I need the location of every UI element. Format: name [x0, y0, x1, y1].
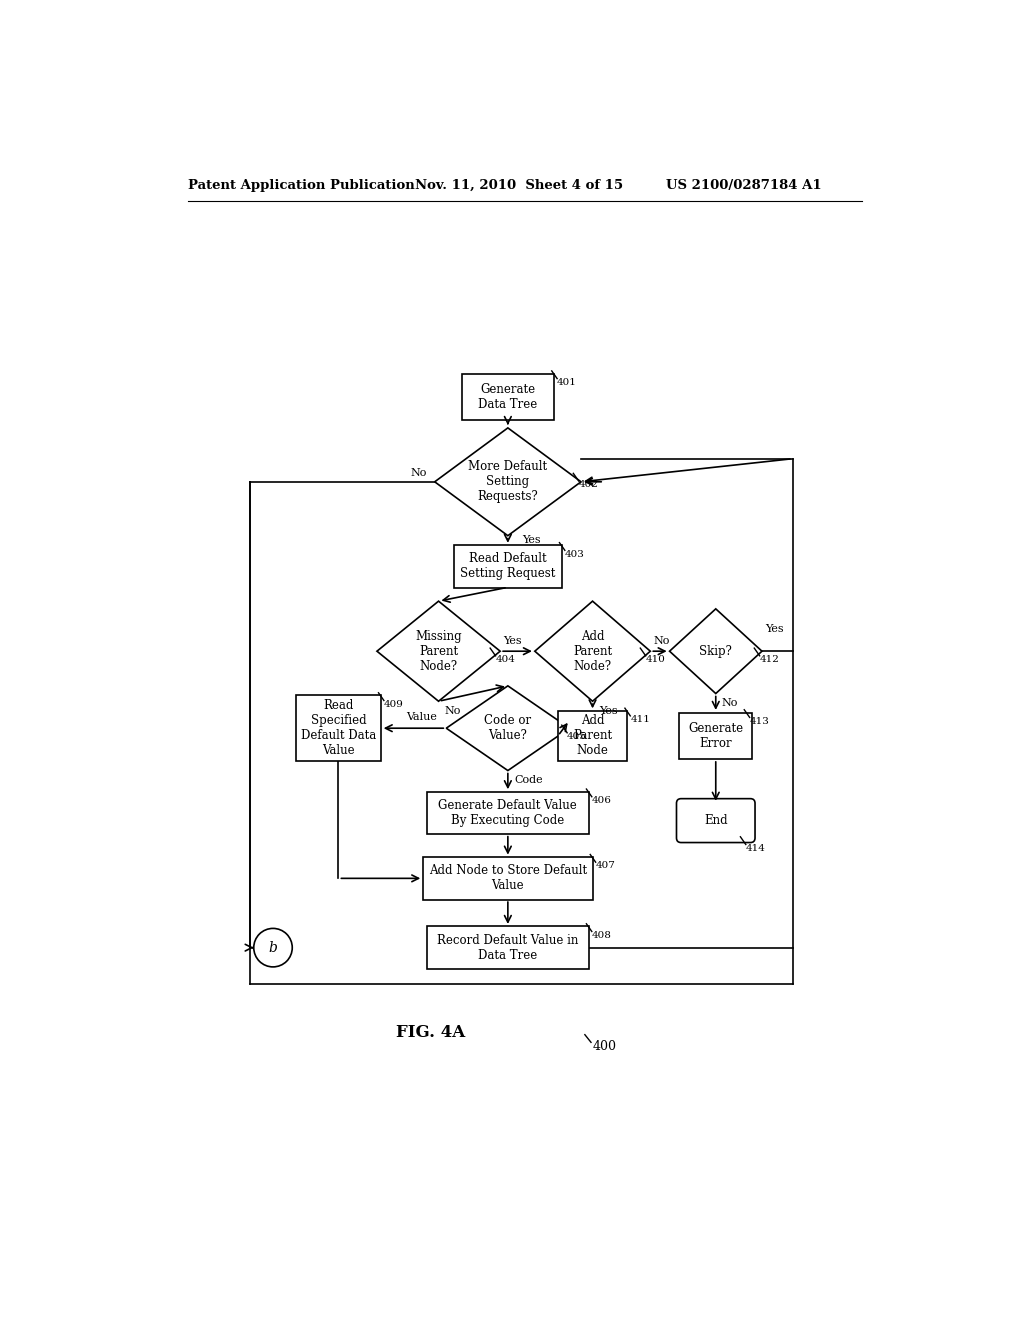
Polygon shape	[377, 601, 500, 701]
Text: 402: 402	[579, 480, 599, 490]
FancyBboxPatch shape	[427, 927, 589, 969]
Text: More Default
Setting
Requests?: More Default Setting Requests?	[468, 461, 548, 503]
FancyBboxPatch shape	[679, 713, 753, 759]
Polygon shape	[670, 609, 762, 693]
Text: No: No	[722, 698, 738, 708]
FancyBboxPatch shape	[558, 711, 628, 760]
Text: Code: Code	[514, 775, 543, 785]
Text: 407: 407	[596, 862, 615, 870]
Text: 411: 411	[631, 715, 650, 725]
Text: Generate
Error: Generate Error	[688, 722, 743, 750]
Text: Nov. 11, 2010  Sheet 4 of 15: Nov. 11, 2010 Sheet 4 of 15	[416, 178, 624, 191]
Text: Generate Default Value
By Executing Code: Generate Default Value By Executing Code	[438, 799, 578, 826]
Text: Record Default Value in
Data Tree: Record Default Value in Data Tree	[437, 933, 579, 962]
Text: Skip?: Skip?	[699, 644, 732, 657]
Text: 401: 401	[557, 378, 577, 387]
Text: 413: 413	[750, 717, 769, 726]
Text: 414: 414	[745, 843, 766, 853]
Text: Add
Parent
Node: Add Parent Node	[573, 714, 612, 758]
Text: 403: 403	[565, 549, 585, 558]
Text: 410: 410	[646, 655, 666, 664]
Text: Patent Application Publication: Patent Application Publication	[188, 178, 415, 191]
Text: 405: 405	[567, 733, 587, 741]
Text: FIG. 4A: FIG. 4A	[396, 1024, 466, 1041]
Text: Yes: Yes	[521, 536, 541, 545]
Text: 409: 409	[384, 700, 403, 709]
Polygon shape	[535, 601, 650, 701]
Text: Add
Parent
Node?: Add Parent Node?	[573, 630, 612, 673]
Text: Generate
Data Tree: Generate Data Tree	[478, 383, 538, 411]
Text: Value: Value	[407, 713, 437, 722]
Text: US 2100/0287184 A1: US 2100/0287184 A1	[666, 178, 821, 191]
FancyBboxPatch shape	[454, 545, 562, 587]
FancyBboxPatch shape	[462, 374, 554, 420]
Circle shape	[254, 928, 292, 966]
Text: Code or
Value?: Code or Value?	[484, 714, 531, 742]
Text: b: b	[268, 941, 278, 954]
Text: 408: 408	[592, 931, 611, 940]
Text: 400: 400	[593, 1040, 616, 1053]
Text: No: No	[410, 467, 426, 478]
Text: No: No	[444, 706, 461, 715]
Text: No: No	[653, 635, 670, 645]
Text: Yes: Yes	[765, 624, 783, 634]
Text: 412: 412	[760, 655, 779, 664]
Text: 404: 404	[496, 655, 515, 664]
Text: End: End	[703, 814, 728, 828]
Polygon shape	[446, 686, 569, 771]
Text: Yes: Yes	[503, 635, 522, 645]
FancyBboxPatch shape	[296, 696, 381, 760]
Polygon shape	[435, 428, 581, 536]
Text: Missing
Parent
Node?: Missing Parent Node?	[416, 630, 462, 673]
FancyBboxPatch shape	[423, 857, 593, 899]
Text: Yes: Yes	[599, 706, 617, 715]
FancyBboxPatch shape	[427, 792, 589, 834]
Text: Add Node to Store Default
Value: Add Node to Store Default Value	[429, 865, 587, 892]
FancyBboxPatch shape	[677, 799, 755, 842]
Text: 406: 406	[592, 796, 611, 805]
Text: Read Default
Setting Request: Read Default Setting Request	[460, 553, 556, 581]
Text: Read
Specified
Default Data
Value: Read Specified Default Data Value	[301, 700, 376, 758]
